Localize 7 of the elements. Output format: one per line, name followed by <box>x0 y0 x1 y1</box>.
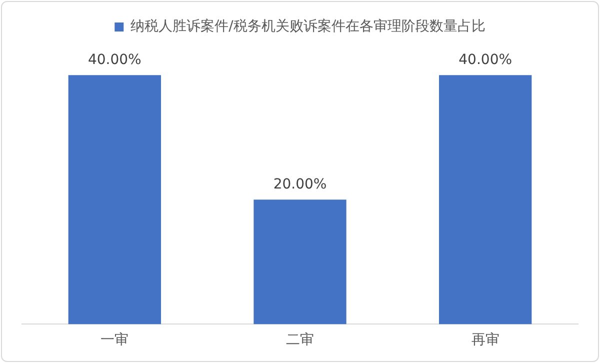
x-tick-label: 二审 <box>286 332 314 348</box>
x-tick-label: 一审 <box>100 332 129 348</box>
data-label: 40.00% <box>88 52 142 68</box>
data-label: 40.00% <box>458 52 512 68</box>
legend-label: 纳税人胜诉案件/税务机关败诉案件在各审理阶段数量占比 <box>130 18 486 35</box>
data-label: 20.00% <box>273 176 327 192</box>
x-tick-label: 再审 <box>471 332 500 348</box>
